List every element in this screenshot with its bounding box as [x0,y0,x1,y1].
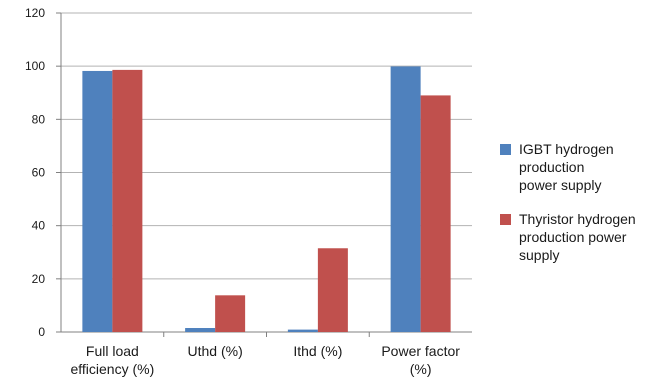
bar-thyristor [215,295,246,332]
legend-item-thyristor: Thyristor hydrogen production power supp… [500,210,671,264]
y-tick-label: 80 [32,112,46,126]
legend-swatch-thyristor [500,214,511,225]
y-tick-label: 120 [25,6,45,20]
bar-chart: 0 20 40 60 80 100 120 Full load efficiency (%) Ut… [25,6,472,377]
y-tick-label: 40 [32,219,46,233]
y-tick-label: 60 [32,166,46,180]
bar-igbt [390,66,421,333]
bar-igbt [185,328,216,332]
x-tick-label: Full load efficiency (%) [70,343,154,377]
bar-igbt [287,329,318,332]
legend-item-igbt: IGBT hydrogen production power supply [500,140,671,194]
x-tick-label: Power factor (%) [381,343,460,377]
y-tick-label: 20 [32,272,46,286]
legend: IGBT hydrogen production power supply Th… [500,140,671,280]
y-tick-label: 100 [25,59,45,73]
x-tick-label: Ithd (%) [293,343,342,359]
x-tick-label: Uthd (%) [188,343,243,359]
legend-label-thyristor: Thyristor hydrogen production power supp… [519,211,636,263]
legend-swatch-igbt [500,144,511,155]
bar-thyristor [420,95,451,333]
bar-igbt [82,70,113,333]
bar-thyristor [317,248,348,332]
legend-label-igbt: IGBT hydrogen production power supply [519,141,614,193]
bar-thyristor [112,69,143,332]
y-tick-label: 0 [38,325,45,339]
